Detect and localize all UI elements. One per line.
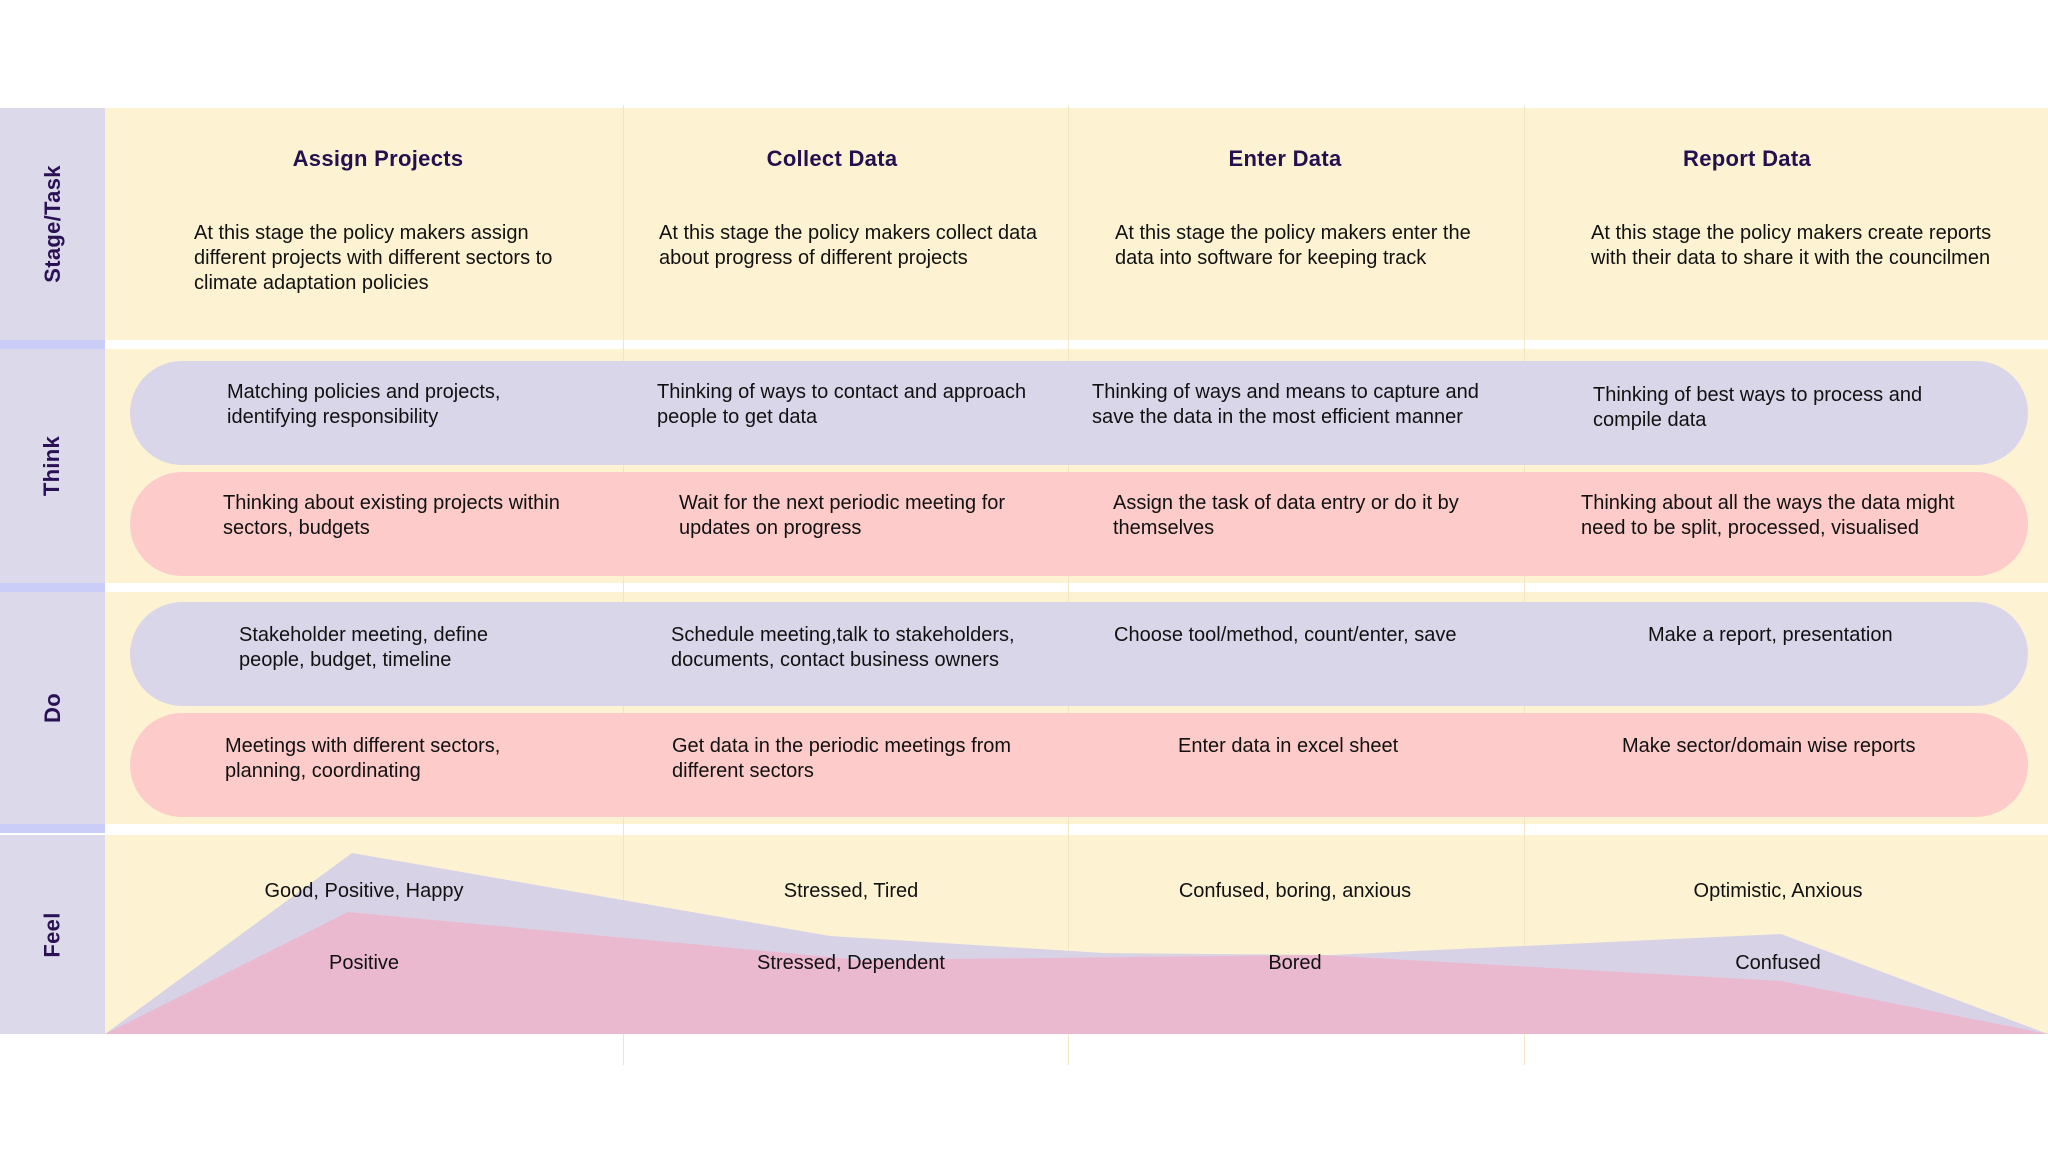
think-cell: Wait for the next periodic meeting for u… (679, 492, 1006, 539)
do-cell: Enter data in excel sheet (1178, 735, 1399, 757)
think-sidebar (0, 349, 105, 583)
think-cell: Thinking of ways and means to capture an… (1092, 381, 1479, 428)
stage-description: At this stage the policy makers enter th… (1115, 222, 1471, 269)
think-cell: Thinking about all the ways the data mig… (1581, 492, 1955, 539)
feel-label: Optimistic, Anxious (1693, 880, 1863, 902)
stage-band (105, 108, 2048, 340)
do-lavender-lane (130, 602, 2028, 706)
feel-sidebar (0, 835, 105, 1034)
do-cell: Stakeholder meeting, define people, budg… (239, 624, 489, 671)
do-cell: Schedule meeting,talk to stakeholders, d… (671, 624, 1015, 671)
think-pink-lane (130, 472, 2028, 576)
feel-label: Confused (1735, 952, 1821, 974)
feel-label: Stressed, Tired (783, 880, 919, 902)
think-cell: Assign the task of data entry or do it b… (1113, 492, 1459, 539)
feel-label: Stressed, Dependent (757, 952, 945, 974)
column-divider (623, 105, 624, 1065)
feel-label: Good, Positive, Happy (264, 880, 464, 902)
do-sidebar (0, 592, 105, 824)
stage-title-collect-data: Collect Data (766, 146, 898, 171)
do-cell: Meetings with different sectors, plannin… (225, 735, 501, 782)
feel-label: Confused, boring, anxious (1178, 880, 1412, 902)
do-pink-lane (130, 713, 2028, 817)
stage-description: At this stage the policy makers collect … (659, 222, 1037, 269)
think-cell: Thinking of best ways to process and com… (1593, 384, 1923, 431)
think-cell: Thinking about existing projects within … (223, 492, 560, 539)
think-cell: Thinking of ways to contact and approach… (657, 381, 1027, 428)
separator-sidebar (0, 583, 105, 592)
separator-sidebar (0, 824, 105, 833)
stage-sidebar (0, 108, 105, 340)
stage-title-enter-data: Enter Data (1228, 146, 1342, 171)
stage-title-assign-projects: Assign Projects (292, 146, 464, 171)
stage-description: At this stage the policy makers create r… (1591, 222, 1992, 269)
column-divider (1524, 105, 1525, 1065)
separator-sidebar (0, 340, 105, 349)
do-cell: Choose tool/method, count/enter, save (1114, 624, 1457, 646)
think-lavender-lane (130, 361, 2028, 465)
do-cell: Get data in the periodic meetings from d… (672, 735, 1012, 782)
emotion-area-pink (105, 912, 2048, 1034)
do-cell: Make a report, presentation (1648, 624, 1893, 646)
feel-label: Positive (328, 952, 400, 974)
stage-title-report-data: Report Data (1683, 146, 1811, 171)
do-cell: Make sector/domain wise reports (1622, 735, 1916, 757)
column-divider (1068, 105, 1069, 1065)
think-cell: Matching policies and projects, identify… (227, 381, 501, 428)
feel-label: Bored (1268, 952, 1322, 974)
stage-description: At this stage the policy makers assign d… (194, 222, 553, 294)
